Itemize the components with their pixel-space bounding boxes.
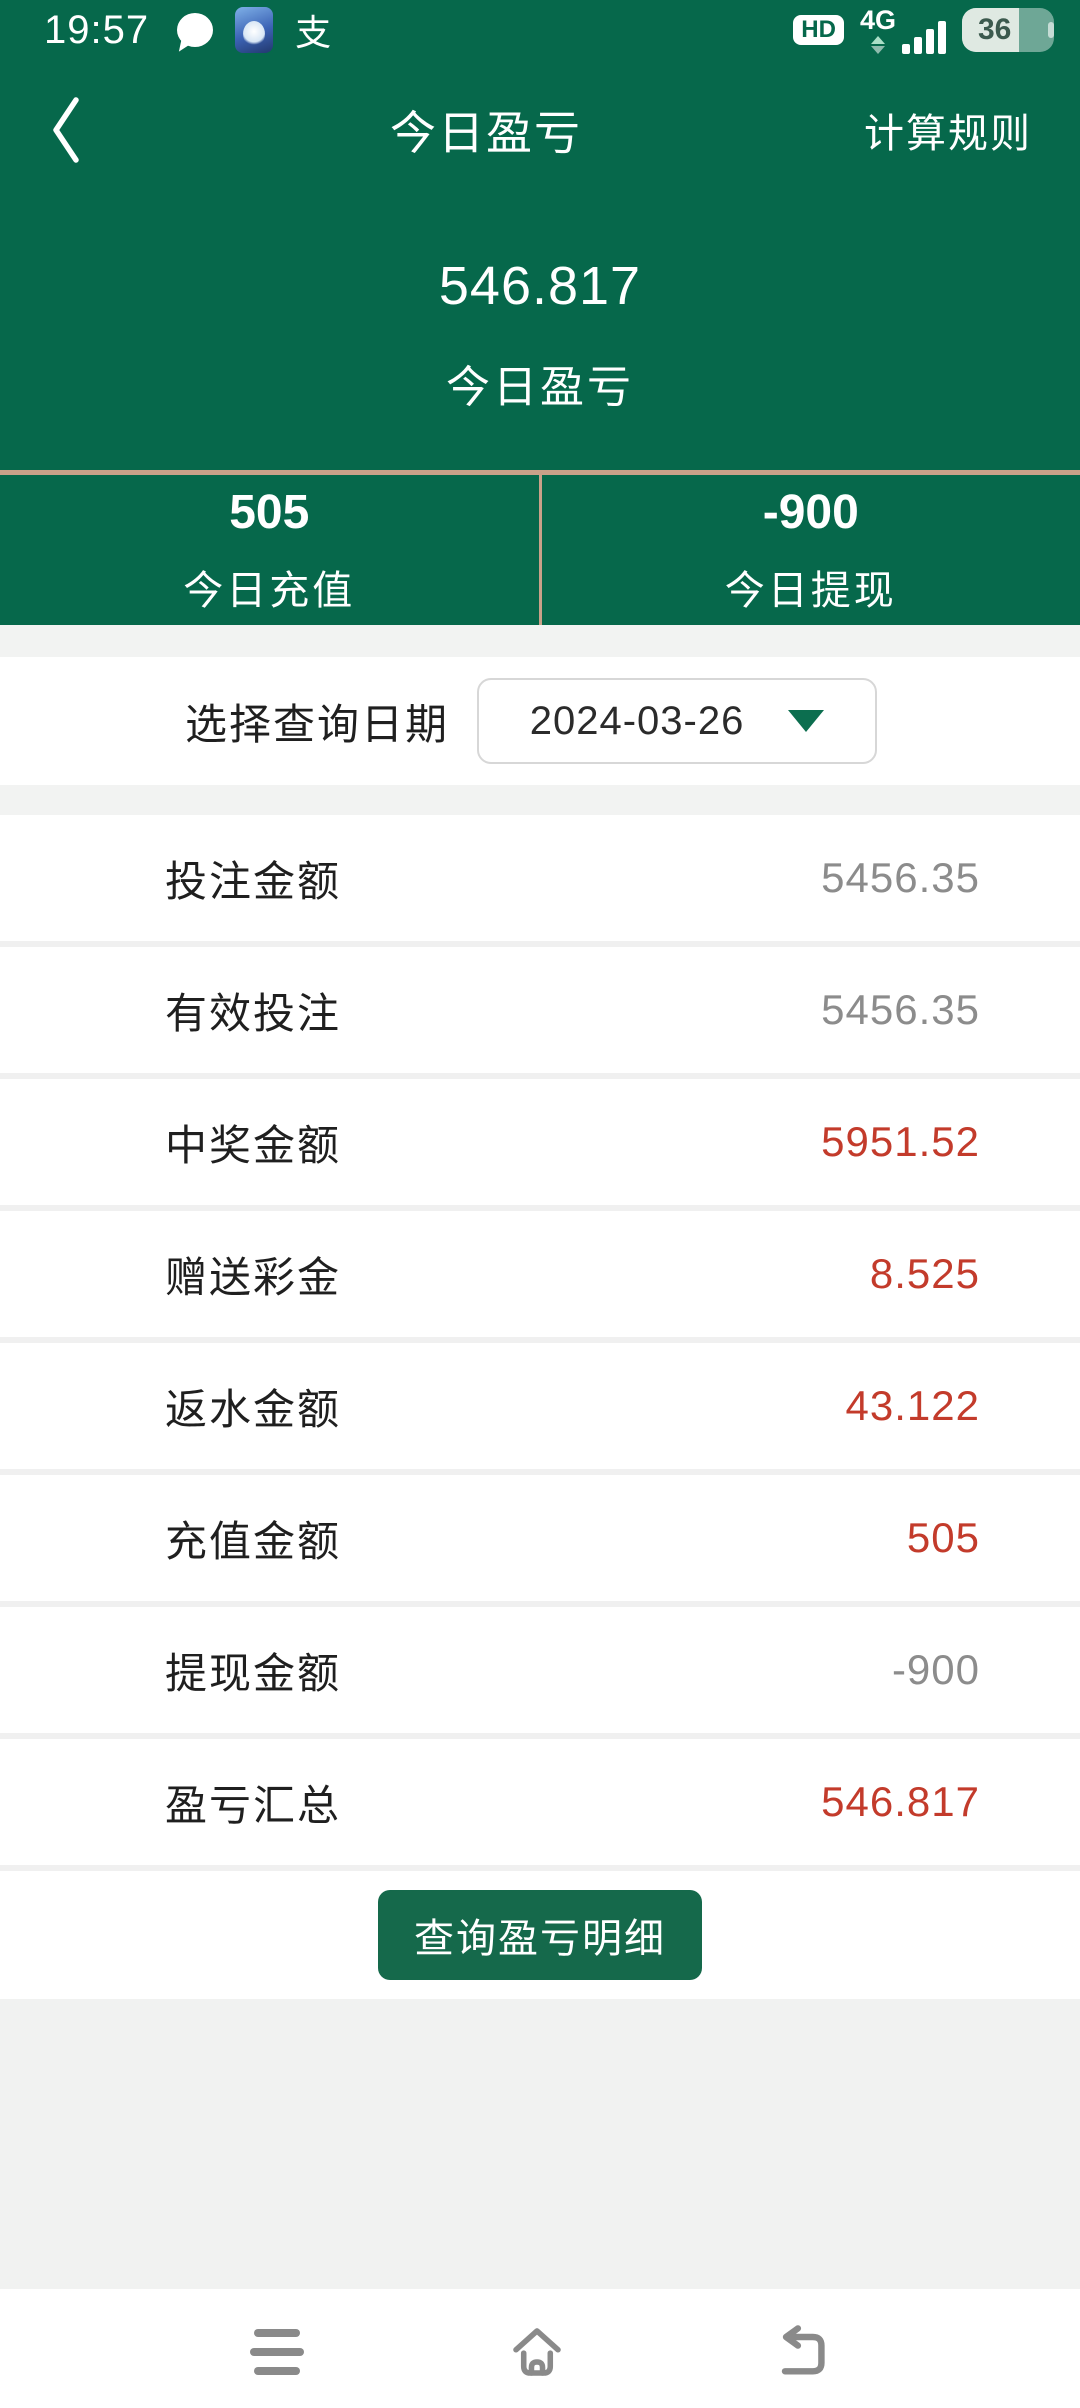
row-label: 有效投注 <box>165 989 342 1037</box>
row-value: 5456.35 <box>821 854 980 901</box>
status-bar-right: HD 4G 36 <box>793 6 1054 54</box>
table-row-profit-total: 盈亏汇总 546.817 <box>0 1739 1080 1865</box>
date-picker-row: 选择查询日期 2024-03-26 <box>0 657 1080 785</box>
row-value: -900 <box>891 1646 980 1693</box>
divider-strip <box>0 625 1080 657</box>
table-row-rebate: 返水金额 43.122 <box>0 1343 1080 1469</box>
today-profit-label: 今日盈亏 <box>446 363 634 412</box>
hd-badge-icon: HD <box>793 15 844 45</box>
status-bar: 19:57 支 HD 4G 36 <box>0 0 1080 60</box>
battery-nub <box>1048 22 1054 38</box>
signal-bars-icon <box>902 20 946 54</box>
battery-fill <box>962 8 1020 52</box>
divider-strip <box>0 785 1080 815</box>
today-withdraw-value: -900 <box>762 485 859 539</box>
cellular-signal-icon: 4G <box>860 6 946 54</box>
bottom-filler <box>0 1999 1080 2289</box>
row-value: 8.525 <box>869 1250 980 1297</box>
today-profit-amount: 546.817 <box>438 256 642 316</box>
table-row-valid-bet: 有效投注 5456.35 <box>0 947 1080 1073</box>
return-icon <box>781 2324 825 2374</box>
row-value: 505 <box>906 1514 980 1561</box>
row-value: 43.122 <box>845 1382 980 1429</box>
row-value: 5951.52 <box>821 1118 980 1165</box>
row-label: 充值金额 <box>165 1517 342 1565</box>
row-label: 赠送彩金 <box>165 1253 342 1301</box>
row-separator <box>0 1733 1080 1739</box>
row-label: 提现金额 <box>165 1649 342 1697</box>
alipay-icon: 支 <box>295 12 332 53</box>
today-deposit-label: 今日充值 <box>183 568 356 613</box>
table-row-bet-amount: 投注金额 5456.35 <box>0 815 1080 941</box>
deposit-withdraw-summary: 505 今日充值 -900 今日提现 <box>0 470 1080 625</box>
table-row-winnings: 中奖金额 5951.52 <box>0 1079 1080 1205</box>
menu-icon <box>250 2328 304 2375</box>
button-row: 查询盈亏明细 <box>0 1871 1080 1999</box>
today-withdraw-label: 今日提现 <box>724 568 897 613</box>
date-picker-label: 选择查询日期 <box>185 700 450 748</box>
back-chevron-icon <box>53 97 79 163</box>
row-separator <box>0 941 1080 947</box>
row-separator <box>0 1205 1080 1211</box>
home-button[interactable] <box>506 2323 568 2381</box>
row-separator <box>0 1601 1080 1607</box>
hero-summary: 546.817 今日盈亏 <box>0 200 1080 470</box>
row-label: 返水金额 <box>165 1385 342 1433</box>
row-separator <box>0 1469 1080 1475</box>
system-nav-bar <box>0 2289 1080 2408</box>
back-nav-button[interactable] <box>770 2324 830 2379</box>
network-type: 4G <box>860 6 896 54</box>
chat-bubble-icon <box>177 13 214 47</box>
battery-percent: 36 <box>978 13 1012 46</box>
row-separator <box>0 1337 1080 1343</box>
app-header: 今日盈亏 计算规则 <box>0 60 1080 200</box>
row-value: 546.817 <box>821 1778 980 1825</box>
battery-icon: 36 <box>962 8 1054 52</box>
selected-date: 2024-03-26 <box>529 698 745 743</box>
today-withdraw-cell: -900 今日提现 <box>538 475 1080 625</box>
calc-rules-link[interactable]: 计算规则 <box>864 112 1032 156</box>
row-separator <box>0 1073 1080 1079</box>
date-select-dropdown[interactable]: 2024-03-26 <box>477 678 878 764</box>
query-profit-detail-button[interactable]: 查询盈亏明细 <box>378 1890 702 1980</box>
today-deposit-value: 505 <box>229 485 310 539</box>
chevron-down-icon <box>788 710 825 732</box>
table-row-deposit: 充值金额 505 <box>0 1475 1080 1601</box>
table-row-bonus: 赠送彩金 8.525 <box>0 1211 1080 1337</box>
row-label: 盈亏汇总 <box>165 1781 342 1829</box>
row-label: 中奖金额 <box>165 1121 342 1169</box>
today-deposit-cell: 505 今日充值 <box>0 475 539 625</box>
table-row-withdraw: 提现金额 -900 <box>0 1607 1080 1733</box>
row-separator <box>0 1865 1080 1871</box>
row-label: 投注金额 <box>165 857 342 905</box>
clock: 19:57 <box>44 7 150 52</box>
home-icon <box>513 2327 561 2376</box>
status-bar-left: 19:57 支 <box>44 4 331 56</box>
app-notification-icon <box>235 7 274 53</box>
row-value: 5456.35 <box>821 986 980 1033</box>
data-arrows-icon <box>870 35 885 54</box>
back-button[interactable] <box>48 94 108 166</box>
page-title: 今日盈亏 <box>390 107 582 159</box>
recent-apps-button[interactable] <box>250 2328 304 2375</box>
